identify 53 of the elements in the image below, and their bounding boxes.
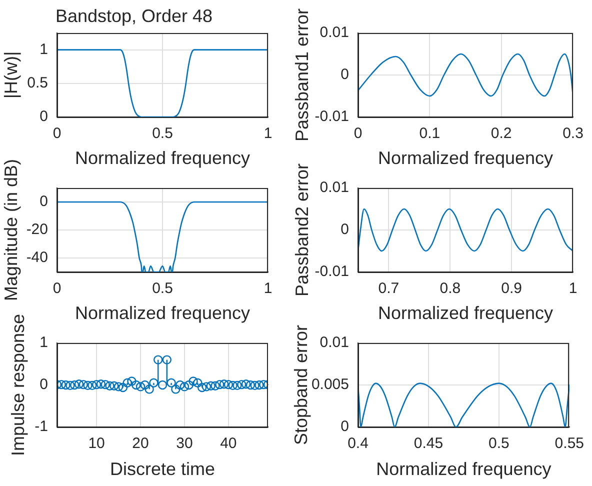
y-tick-label: 0.01 [320, 24, 349, 42]
x-tick-label: 1 [568, 280, 578, 298]
y-axis-title: Stopband error [290, 324, 311, 446]
x-tick-label: 0.55 [554, 435, 584, 452]
y-tick-label: -40 [26, 249, 48, 266]
y-tick-label: -0.01 [314, 263, 349, 280]
x-tick-label: 0 [52, 125, 62, 142]
y-axis-title: |H(w)| [0, 51, 21, 99]
x-tick-label: 0.45 [414, 435, 444, 452]
y-tick-label: 0 [340, 221, 349, 238]
x-tick-label: 0.5 [152, 280, 173, 298]
x-tick-label: 0.8 [440, 280, 461, 298]
x-tick-label: 1 [264, 125, 272, 142]
y-tick-label: -20 [26, 221, 48, 238]
y-tick-label: 0.005 [311, 376, 349, 394]
x-axis-title: Normalized frequency [74, 148, 250, 168]
x-tick-label: 0 [52, 280, 62, 298]
x-axis-title: Normalized frequency [74, 302, 250, 323]
y-tick-label: 0.01 [320, 334, 349, 352]
y-tick-label: -0.01 [314, 108, 349, 126]
y-axis-title: Impulse response [8, 314, 28, 456]
y-axis-title: Passband1 error [292, 8, 312, 142]
x-tick-label: 0.1 [419, 125, 440, 142]
y-axis-title: Passband2 error [292, 163, 312, 297]
y-axis-title: Magnitude (in dB) [0, 158, 21, 302]
y-tick-label: 0 [40, 193, 48, 210]
y-tick-label: 0.01 [320, 179, 349, 196]
chart-title: Bandstop, Order 48 [55, 6, 213, 26]
x-tick-label: 1 [264, 280, 272, 298]
x-tick-label: 40 [220, 435, 237, 452]
x-tick-label: 10 [88, 435, 105, 452]
x-tick-label: 0.5 [488, 435, 510, 452]
x-axis-title: Normalized frequency [378, 148, 554, 168]
x-tick-label: 0.3 [562, 125, 584, 142]
x-tick-label: 0.7 [378, 280, 400, 298]
x-tick-label: 0 [354, 125, 362, 142]
x-tick-label: 0.2 [490, 125, 512, 142]
y-tick-label: 0 [40, 108, 48, 126]
x-tick-label: 30 [176, 435, 193, 452]
x-axis-title: Discrete time [110, 458, 216, 479]
y-tick-label: 0.5 [27, 74, 48, 92]
x-axis-title: Normalized frequency [376, 458, 552, 479]
x-tick-label: 0.9 [501, 280, 522, 298]
y-tick-label: 0 [40, 376, 48, 394]
x-tick-label: 0.5 [152, 125, 173, 142]
y-tick-label: 1 [40, 40, 48, 58]
y-tick-label: 0 [340, 418, 349, 436]
x-axis-title: Normalized frequency [378, 302, 554, 323]
y-tick-label: 0 [340, 66, 349, 84]
y-tick-label: -1 [34, 418, 48, 436]
x-tick-label: 20 [132, 435, 149, 452]
y-tick-label: 1 [40, 334, 48, 352]
x-tick-label: 0.4 [348, 435, 368, 452]
